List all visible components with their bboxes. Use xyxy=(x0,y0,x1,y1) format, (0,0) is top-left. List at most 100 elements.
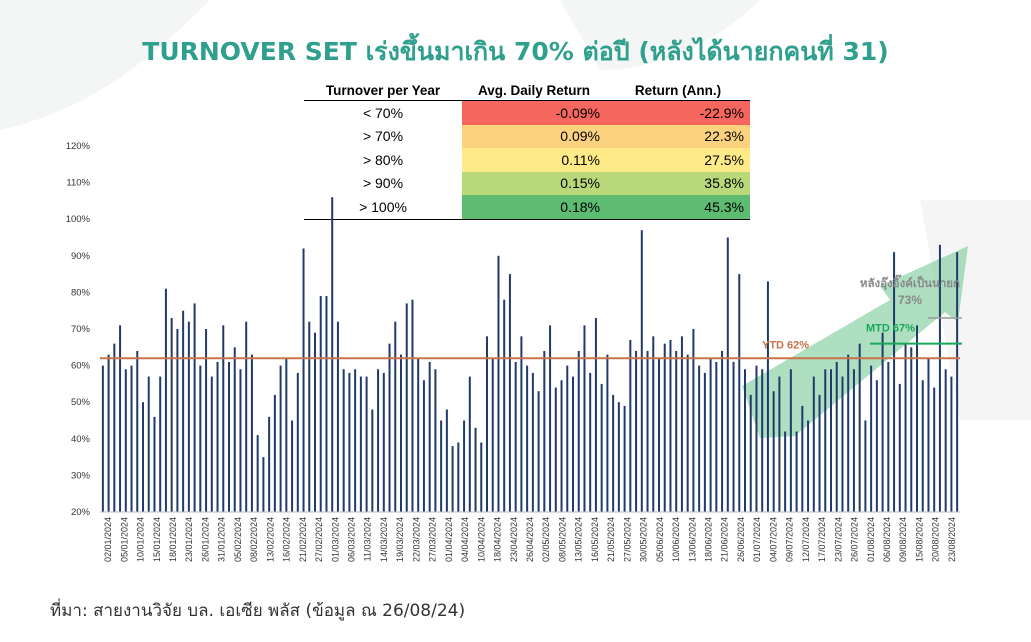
bar xyxy=(594,318,597,512)
bar xyxy=(812,376,815,512)
avg-daily-return-cell: 0.15% xyxy=(462,171,606,195)
annual-return-cell: -22.9% xyxy=(606,100,750,125)
table-row: > 80% 0.11% 27.5% xyxy=(304,148,750,172)
turnover-bucket: > 80% xyxy=(304,148,462,172)
bar xyxy=(342,369,345,512)
x-tick-label: 27/03/2024 xyxy=(428,517,438,562)
bar xyxy=(709,358,712,512)
bar xyxy=(566,365,569,512)
bar xyxy=(164,288,167,512)
x-tick-label: 10/01/2024 xyxy=(136,517,146,562)
x-tick-label: 26/06/2024 xyxy=(736,517,746,562)
bar xyxy=(847,354,850,512)
bar xyxy=(113,343,116,512)
bar xyxy=(302,248,305,513)
x-tick-label: 20/08/2024 xyxy=(931,517,941,562)
bar xyxy=(646,350,649,512)
bar xyxy=(445,409,448,512)
bar xyxy=(526,365,529,512)
bar xyxy=(182,310,185,512)
bar xyxy=(766,281,769,512)
x-tick-label: 21/02/2024 xyxy=(298,517,308,562)
bar xyxy=(159,376,162,512)
turnover-bucket: < 70% xyxy=(304,100,462,125)
x-tick-label: 26/07/2024 xyxy=(850,517,860,562)
bar xyxy=(124,369,127,512)
bar xyxy=(331,197,334,513)
bar xyxy=(411,299,414,512)
x-tick-label: 01/03/2024 xyxy=(330,517,340,562)
bar xyxy=(101,365,104,512)
bar xyxy=(675,350,678,512)
bar xyxy=(652,336,655,512)
bar xyxy=(537,391,540,512)
x-tick-label: 05/06/2024 xyxy=(655,517,665,562)
x-tick-label: 16/05/2024 xyxy=(590,517,600,562)
bar xyxy=(640,230,643,512)
bar xyxy=(107,354,110,512)
bar xyxy=(136,350,139,512)
y-tick-label: 100% xyxy=(66,214,91,225)
bar xyxy=(210,376,213,512)
x-tick-label: 31/01/2024 xyxy=(217,517,227,562)
x-tick-label: 16/02/2024 xyxy=(282,517,292,562)
x-tick-label: 22/03/2024 xyxy=(411,517,421,562)
table-row: > 100% 0.18% 45.3% xyxy=(304,195,750,220)
table-row: > 70% 0.09% 22.3% xyxy=(304,124,750,148)
bar xyxy=(503,299,506,512)
annual-return-cell: 35.8% xyxy=(606,171,750,195)
bar xyxy=(772,391,775,512)
avg-daily-return-cell: 0.11% xyxy=(462,148,606,172)
bar xyxy=(755,365,758,512)
annual-return-cell: 27.5% xyxy=(606,148,750,172)
turnover-bucket: > 70% xyxy=(304,124,462,148)
bar xyxy=(950,376,953,512)
bar xyxy=(245,321,248,512)
bar xyxy=(543,350,546,512)
source-footnote: ที่มา: สายงานวิจัย บล. เอเซีย พลัส (ข้อม… xyxy=(50,601,466,621)
trend-arrow xyxy=(742,246,968,438)
bar xyxy=(910,347,913,512)
x-tick-label: 26/04/2024 xyxy=(525,517,535,562)
bar xyxy=(199,365,202,512)
bar xyxy=(147,376,150,512)
y-tick-label: 20% xyxy=(71,507,91,518)
x-tick-label: 21/06/2024 xyxy=(720,517,730,562)
bar xyxy=(841,376,844,512)
x-tick-label: 10/04/2024 xyxy=(476,517,486,562)
x-tick-label: 19/03/2024 xyxy=(395,517,405,562)
bar xyxy=(474,427,477,512)
bar xyxy=(325,296,328,512)
return-table: Turnover per Year Avg. Daily Return Retu… xyxy=(304,80,750,220)
bar xyxy=(170,318,173,512)
bar xyxy=(778,376,781,512)
x-tick-label: 08/02/2024 xyxy=(249,517,259,562)
bar xyxy=(314,332,316,512)
x-tick-label: 27/02/2024 xyxy=(314,517,324,562)
bar xyxy=(422,380,425,512)
bar xyxy=(807,420,810,512)
bar xyxy=(864,420,867,512)
bar xyxy=(801,405,804,512)
bar xyxy=(319,296,322,512)
bar xyxy=(119,325,122,512)
bar xyxy=(296,372,299,512)
bar xyxy=(256,435,259,512)
bar xyxy=(938,244,941,512)
bar xyxy=(692,329,695,512)
bar xyxy=(520,336,523,512)
bar xyxy=(359,376,362,512)
annual-return-cell: 22.3% xyxy=(606,124,750,148)
page-title: TURNOVER SET เร่งขึ้นมาเกิน 70% ต่อปี (ห… xyxy=(142,37,889,66)
bar xyxy=(279,365,282,512)
bar xyxy=(354,369,357,512)
x-tick-label: 04/04/2024 xyxy=(460,517,470,562)
bar xyxy=(669,339,672,512)
bar xyxy=(348,372,351,512)
x-tick-label: 06/08/2024 xyxy=(882,517,892,562)
bar xyxy=(336,321,339,512)
x-tick-label: 23/08/2024 xyxy=(947,517,957,562)
bar xyxy=(927,358,930,512)
bar xyxy=(875,380,878,512)
